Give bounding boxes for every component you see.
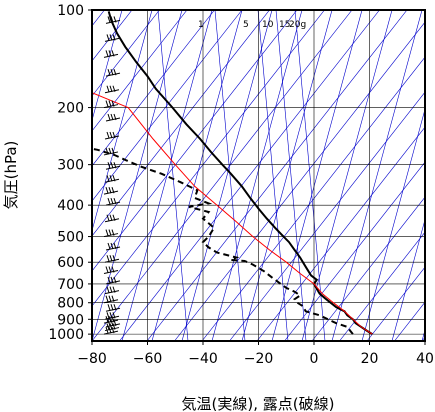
y-tick-label: 400	[57, 198, 84, 214]
mixing-ratio-line	[92, 10, 123, 122]
mixing-ratio-line	[181, 10, 273, 341]
wind-barb	[105, 162, 121, 170]
x-tick-label: −80	[77, 351, 107, 367]
isotherm-line	[311, 196, 425, 341]
isotherm-line	[284, 161, 425, 341]
wind-barb	[103, 229, 119, 238]
x-tick-label: −20	[244, 351, 274, 367]
mixing-ratio-line	[361, 108, 425, 341]
mixing-ratio-line	[121, 10, 213, 341]
wind-barb	[104, 214, 120, 223]
x-tick-label: 20	[361, 351, 379, 367]
wind-barb	[105, 197, 121, 206]
mixing-ratio-label: 20g	[289, 20, 306, 30]
x-axis-ticks: −80 −60 −40 −20 0 20 40	[77, 341, 434, 367]
isotherm-line	[119, 10, 380, 341]
y-tick-label: 700	[57, 277, 84, 293]
sounding-profiles	[92, 11, 373, 335]
mixing-ratio-line	[257, 10, 289, 341]
isotherm-line	[256, 126, 425, 341]
mixing-ratio-line	[301, 10, 393, 341]
isotherm-line	[201, 56, 425, 341]
isotherm-line	[92, 10, 215, 167]
parcel-line	[92, 92, 373, 335]
wind-barb	[105, 304, 121, 312]
mixing-ratio-line	[391, 218, 425, 341]
pressure-temperature-grid	[92, 10, 425, 341]
wind-barb	[104, 131, 120, 140]
wind-barb	[105, 69, 121, 77]
wind-barb	[105, 276, 121, 285]
isotherm-line	[92, 10, 160, 97]
isotherm-line	[339, 231, 425, 341]
wind-barb	[105, 113, 121, 122]
mixing-ratio-line	[151, 10, 243, 341]
isotherm-line	[92, 10, 243, 202]
isotherm-line	[92, 10, 270, 237]
wind-barb	[104, 10, 107, 11]
isotherm-line	[92, 10, 188, 132]
x-tick-label: 40	[416, 351, 434, 367]
wind-barb	[103, 266, 119, 274]
y-axis-label: 気圧(hPa)	[2, 141, 20, 210]
wind-barb	[104, 286, 120, 295]
wind-barb	[104, 312, 120, 320]
mixing-ratio-label: 1	[198, 20, 204, 30]
y-tick-label: 100	[57, 3, 84, 19]
wind-barb	[104, 34, 120, 42]
wind-barb	[103, 100, 119, 109]
wind-barb	[104, 175, 120, 183]
wind-barb	[103, 50, 119, 58]
x-tick-label: −60	[133, 351, 163, 367]
wind-barb	[103, 147, 119, 156]
mixing-ratio-line	[294, 10, 326, 341]
wind-barb	[104, 85, 120, 94]
mixing-ratio-line	[157, 10, 189, 341]
y-tick-label: 900	[57, 312, 84, 328]
isotherm-line	[146, 10, 408, 341]
y-tick-label: 300	[57, 158, 84, 174]
mixing-ratio-label: 10	[262, 20, 274, 30]
x-tick-label: 0	[310, 351, 319, 367]
mixing-ratio-line	[241, 10, 333, 341]
wind-barb	[105, 242, 121, 251]
mixing-ratio-line	[331, 10, 423, 341]
y-tick-label: 600	[57, 255, 84, 271]
mixing-ratio-line	[271, 10, 363, 341]
wind-barb	[103, 187, 119, 195]
mixing-ratio-line	[211, 10, 303, 341]
y-tick-label: 1000	[48, 327, 84, 343]
wind-barb	[105, 16, 121, 24]
y-tick-label: 800	[57, 296, 84, 312]
isotherm-line	[174, 21, 425, 341]
mixing-ratio-line	[214, 10, 246, 341]
x-axis-label: 気温(実線), 露点(破線)	[182, 395, 335, 412]
wind-barb	[104, 255, 120, 263]
mixing-ratio-line	[92, 10, 183, 341]
mixing-ratio-line	[275, 10, 307, 341]
mixing-ratio-line	[421, 328, 425, 341]
isotherm-line	[421, 336, 425, 341]
temperature-line	[107, 11, 373, 335]
mixing-ratio-label: 5	[243, 20, 249, 30]
isotherm-line	[229, 91, 425, 341]
y-tick-label: 200	[57, 101, 84, 117]
x-tick-label: −40	[188, 351, 218, 367]
isotherm-line	[366, 266, 425, 341]
mixing-ratio-label: 15	[279, 20, 290, 30]
y-tick-label: 500	[57, 230, 84, 246]
wind-barb	[104, 323, 120, 332]
wind-barb	[103, 295, 119, 304]
wind-barbs	[103, 10, 121, 335]
wind-barb	[105, 319, 121, 328]
isotherm-line	[92, 10, 353, 341]
dewpoint-line	[92, 147, 354, 335]
